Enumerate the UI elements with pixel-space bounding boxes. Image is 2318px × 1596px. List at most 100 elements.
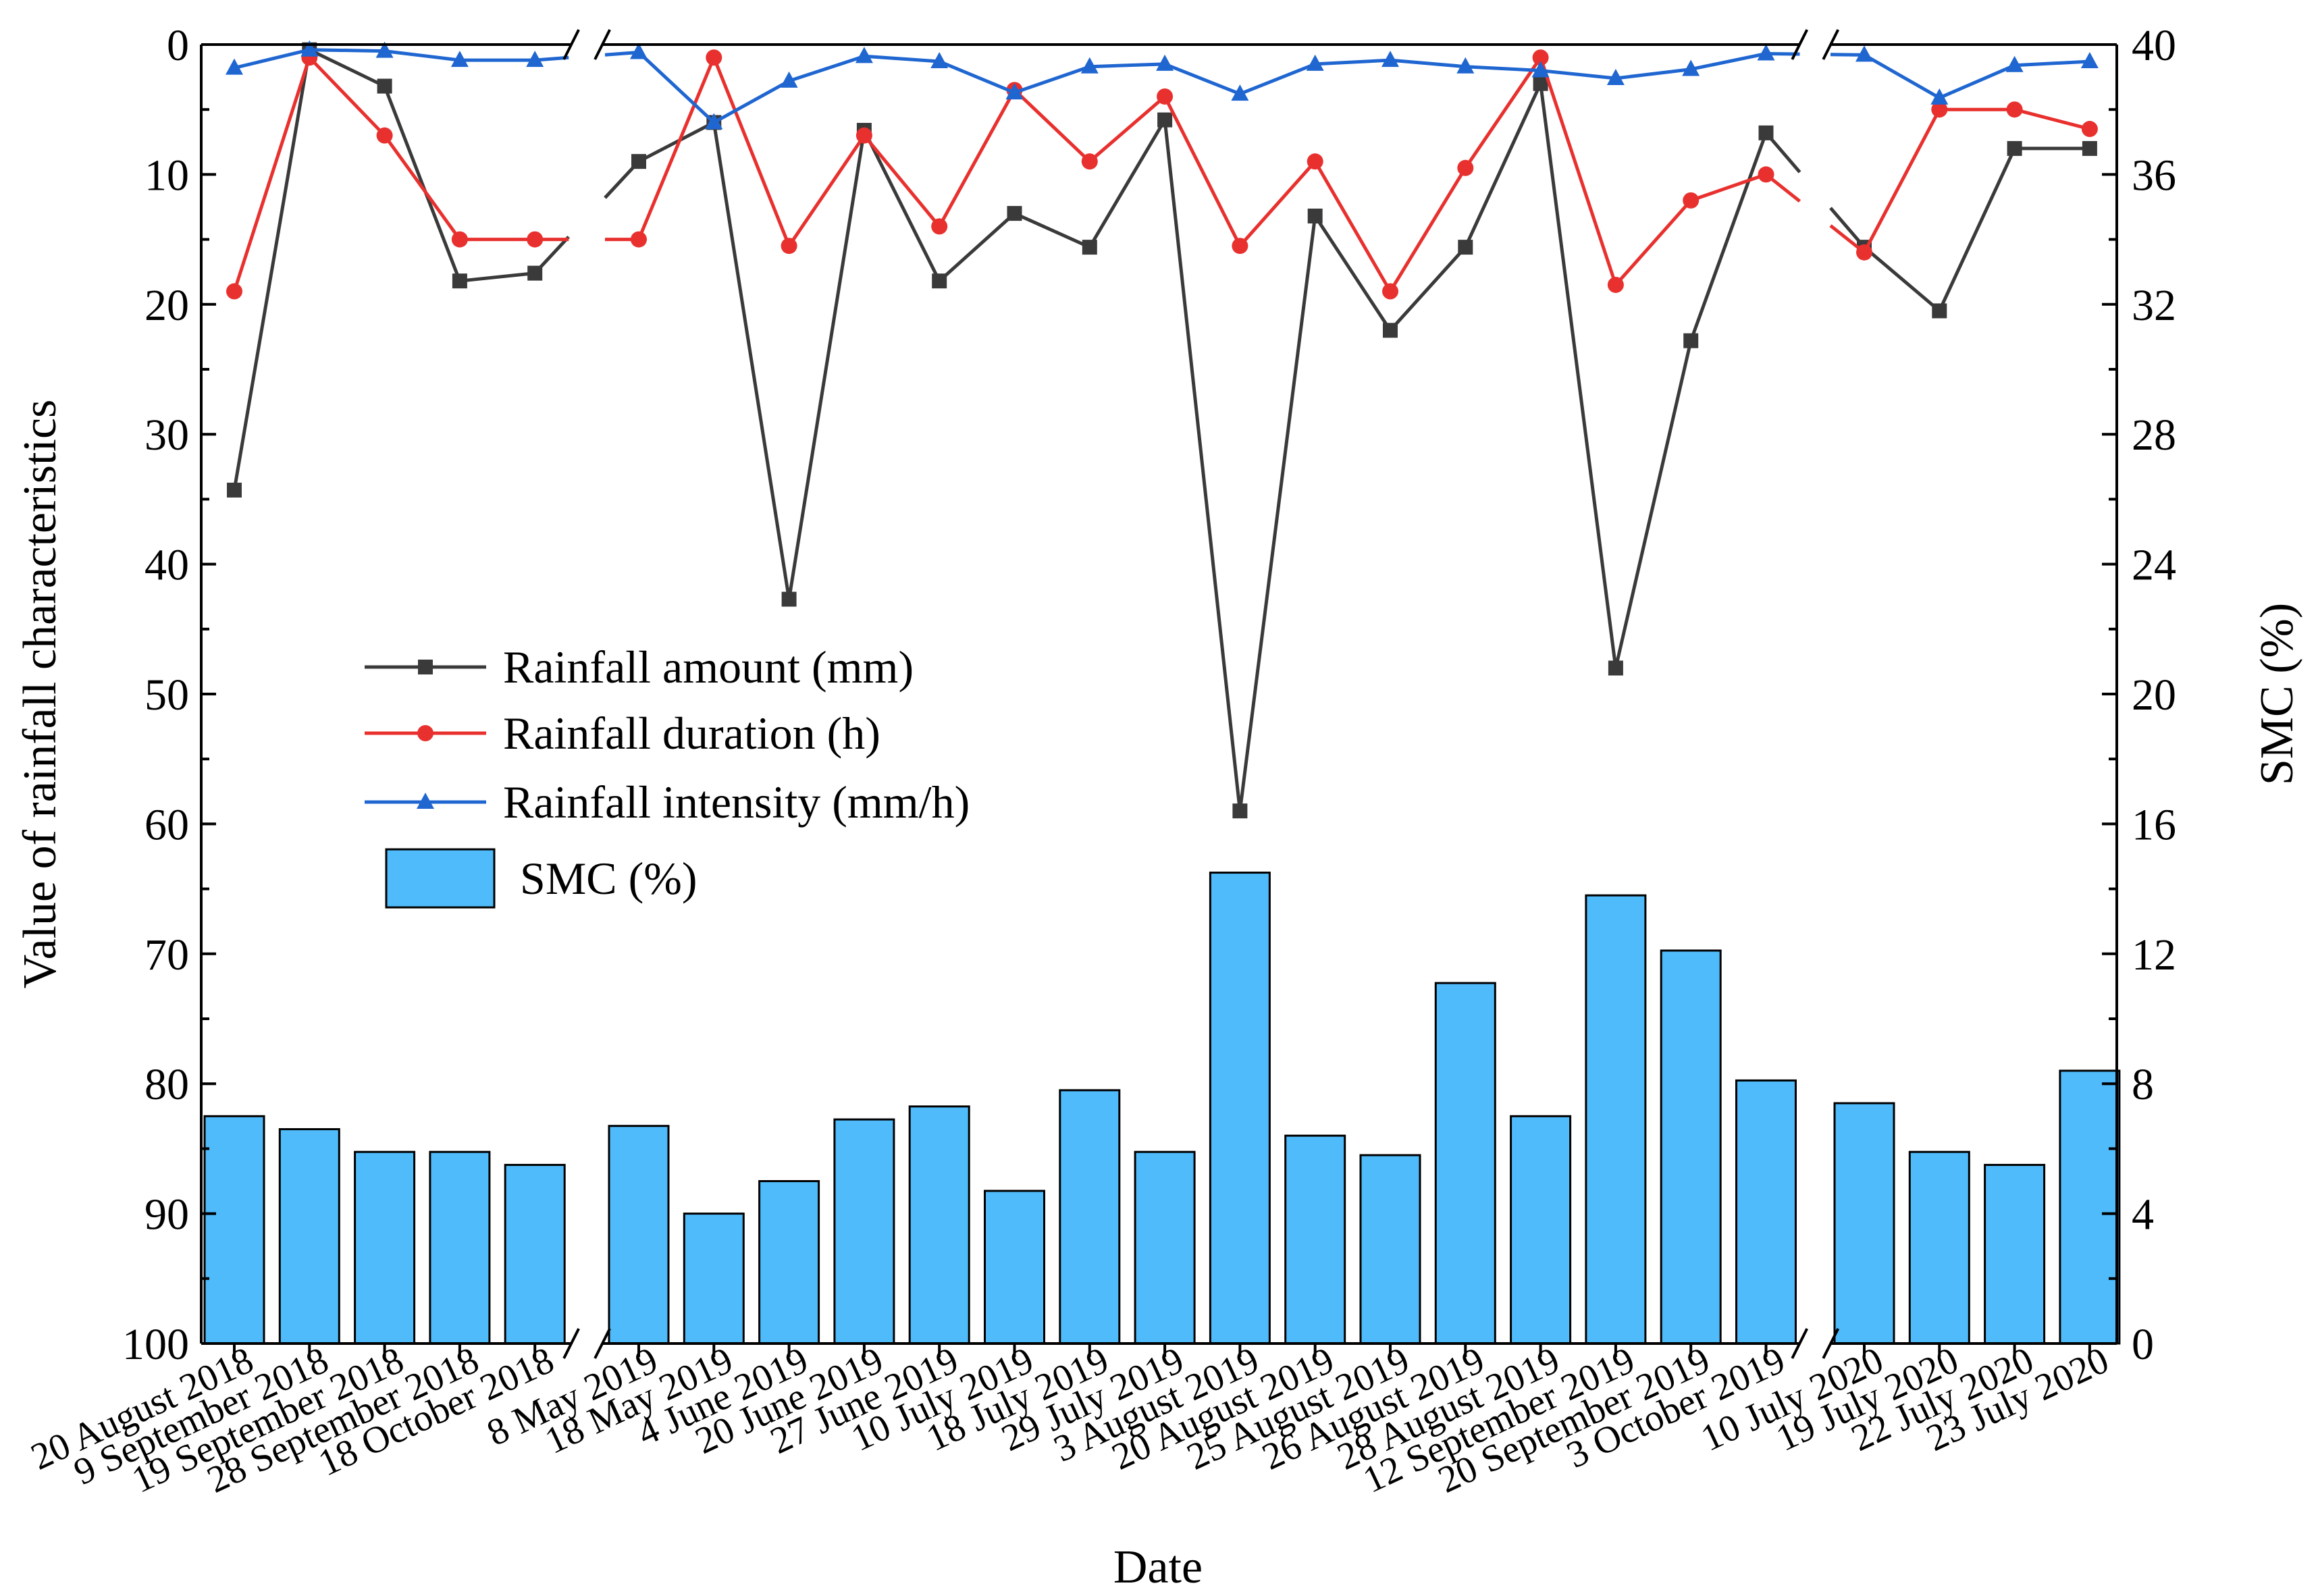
data-point-square <box>2007 140 2022 156</box>
left-tick-label: 30 <box>144 410 189 460</box>
right-tick-label: 40 <box>2132 21 2176 70</box>
series-circle-line <box>226 49 2098 300</box>
right-tick-label: 12 <box>2132 930 2176 980</box>
smc-bar <box>1284 1134 1346 1345</box>
data-point-circle <box>1683 192 1700 209</box>
left-tick-label: 20 <box>144 281 189 330</box>
data-point-triangle <box>226 58 243 75</box>
data-point-triangle <box>855 47 873 63</box>
data-point-square <box>452 273 467 289</box>
series-line-segment <box>1829 147 2090 313</box>
legend-label: Rainfall intensity (mm/h) <box>503 776 970 828</box>
data-point-circle <box>931 218 948 235</box>
x-axis-title: Date <box>1113 1541 1203 1593</box>
left-tick-label: 0 <box>167 21 189 70</box>
legend-label: Rainfall amount (mm) <box>503 641 914 693</box>
data-point-circle <box>1457 159 1474 176</box>
data-point-square <box>1533 76 1548 91</box>
legend: Rainfall amount (mm) Rainfall duration (h… <box>365 641 970 909</box>
smc-bar <box>1209 872 1271 1345</box>
series-line-segment <box>605 55 1801 294</box>
data-point-circle <box>1931 101 1948 118</box>
data-point-triangle <box>1231 84 1249 101</box>
smc-bar <box>758 1180 820 1345</box>
data-point-square <box>1082 240 1097 255</box>
data-point-triangle <box>1531 61 1550 78</box>
smc-bars <box>203 872 2121 1345</box>
left-tick-label: 40 <box>144 541 189 590</box>
data-point-triangle <box>526 51 544 68</box>
axis-break-mark <box>1822 1328 1840 1359</box>
data-point-triangle <box>2080 52 2099 69</box>
y-axis-title-right: SMC (%) <box>2251 603 2303 785</box>
data-point-triangle <box>1080 57 1099 74</box>
data-point-triangle <box>1456 57 1475 74</box>
data-point-circle <box>1532 49 1549 66</box>
y-axis-title-left: Value of rainfall characteristics <box>14 400 66 989</box>
data-point-triangle <box>1682 59 1700 76</box>
smc-bar <box>608 1125 670 1345</box>
data-point-circle <box>781 238 797 255</box>
data-point-square <box>631 154 646 169</box>
smc-bar <box>203 1115 265 1345</box>
smc-bar <box>1059 1089 1121 1345</box>
data-point-triangle <box>780 71 798 88</box>
smc-bar <box>683 1213 745 1345</box>
axis-break-mark <box>1791 1328 1809 1359</box>
data-point-circle <box>1307 153 1323 170</box>
right-tick-label: 4 <box>2132 1190 2154 1240</box>
data-point-circle <box>631 231 647 248</box>
data-point-circle <box>1232 238 1248 255</box>
smc-bar <box>1585 894 1647 1345</box>
data-point-square <box>1232 803 1248 819</box>
data-point-circle <box>1856 244 1872 261</box>
data-point-circle <box>527 231 544 248</box>
smc-bar <box>278 1128 340 1345</box>
data-point-triangle <box>1930 88 1949 105</box>
series-line-segment <box>604 51 1800 124</box>
axis-break-mark <box>594 1328 611 1359</box>
left-tick-label: 100 <box>122 1320 189 1369</box>
smc-bar <box>504 1163 566 1345</box>
data-point-square <box>1157 112 1173 128</box>
series-line-segment <box>232 48 571 491</box>
data-point-triangle <box>375 41 394 58</box>
smc-bar <box>1833 1102 1895 1345</box>
legend-marker-triangle <box>417 793 434 809</box>
data-point-square <box>1458 240 1473 255</box>
data-point-square <box>781 591 797 607</box>
series-line-segment <box>604 82 1801 813</box>
axis-break-mark <box>562 29 580 60</box>
data-point-square <box>1383 323 1398 338</box>
data-point-triangle <box>1855 45 1873 62</box>
data-point-triangle <box>1156 54 1174 71</box>
left-tick-label: 60 <box>144 800 189 849</box>
axes <box>200 29 2118 1359</box>
data-point-circle <box>1157 88 1174 105</box>
series-line-segment <box>232 55 569 292</box>
data-point-circle <box>855 127 872 144</box>
right-tick-label: 0 <box>2132 1320 2154 1369</box>
right-tick-label: 20 <box>2132 670 2176 720</box>
axis-break-mark <box>594 29 611 60</box>
data-point-square <box>1007 206 1022 221</box>
data-point-square <box>377 78 392 94</box>
series-square-line <box>227 42 2097 819</box>
data-point-circle <box>1758 166 1774 183</box>
right-tick-label: 24 <box>2132 541 2176 590</box>
right-tick-label: 8 <box>2132 1060 2154 1109</box>
data-point-square <box>1307 208 1323 223</box>
data-point-square <box>2082 140 2097 156</box>
data-point-triangle <box>1606 69 1625 86</box>
data-point-circle <box>2006 101 2023 118</box>
right-tick-label: 28 <box>2132 410 2176 460</box>
data-point-square <box>227 482 242 498</box>
smc-bar <box>984 1190 1045 1345</box>
data-point-square <box>527 265 543 281</box>
data-point-square <box>932 273 947 289</box>
smc-bar <box>1134 1150 1196 1345</box>
legend-label: SMC (%) <box>520 853 697 904</box>
rainfall-lines <box>226 40 2099 819</box>
data-point-triangle <box>1381 51 1399 68</box>
